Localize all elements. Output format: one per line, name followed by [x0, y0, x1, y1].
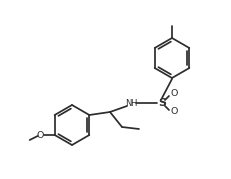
- Text: H: H: [130, 98, 136, 108]
- Text: O: O: [170, 90, 178, 98]
- Text: S: S: [158, 98, 166, 108]
- Text: N: N: [125, 98, 131, 108]
- Text: O: O: [170, 108, 178, 117]
- Text: O: O: [37, 130, 44, 139]
